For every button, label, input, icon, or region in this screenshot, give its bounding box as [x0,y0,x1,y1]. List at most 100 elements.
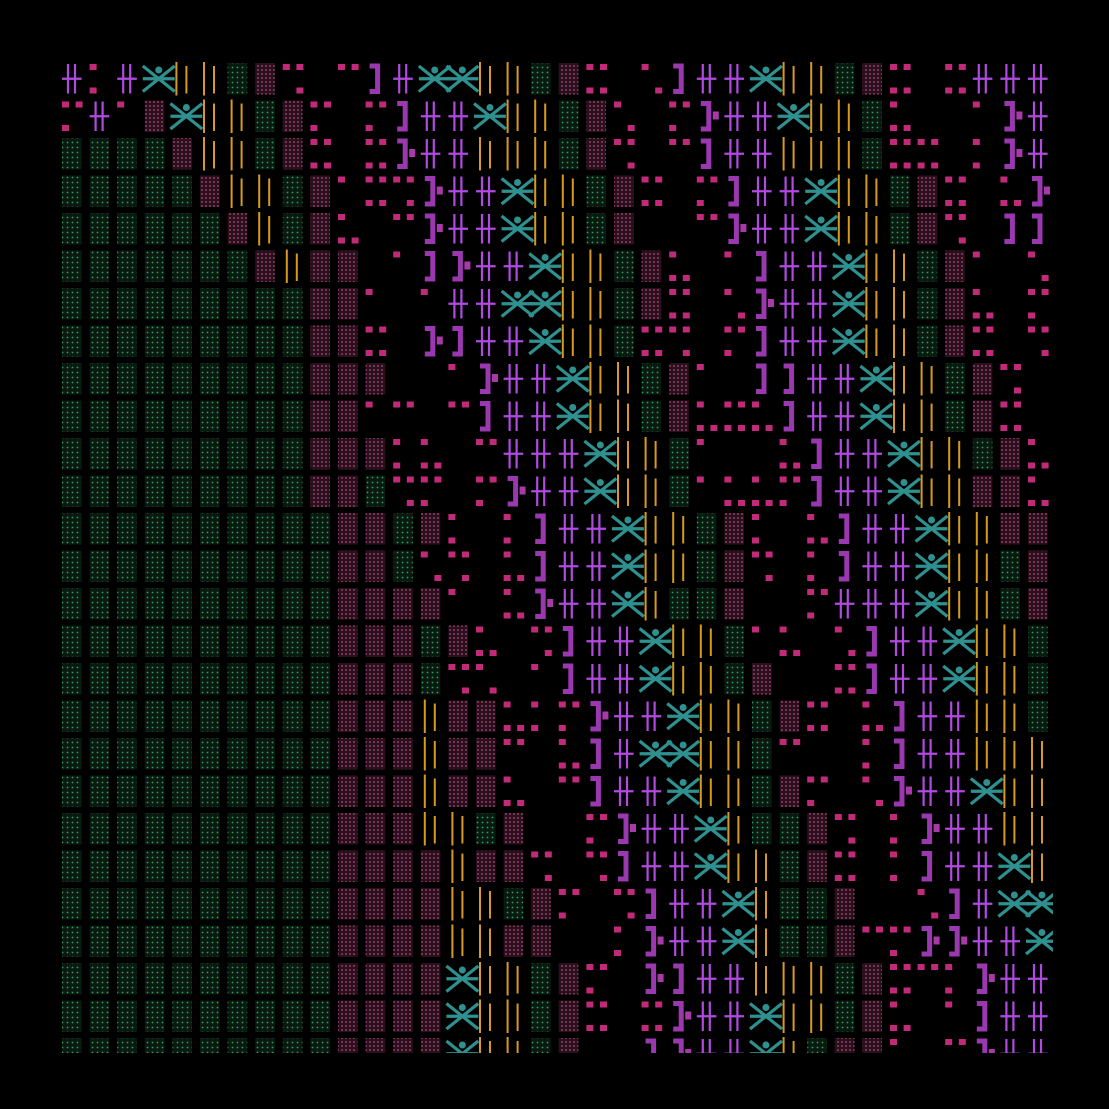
square [972,326,980,333]
star-dot [762,1041,770,1049]
orange-lines [948,587,961,621]
green-dots [144,513,165,545]
pink-dots [724,588,744,620]
bracket [397,101,408,132]
square [807,725,815,731]
star-dot [983,779,991,786]
star [942,664,977,693]
star [914,589,949,618]
square [807,551,815,558]
pink-dots [338,700,358,732]
pink-dots [1028,550,1048,582]
green-dots [724,625,744,657]
orange-lines [782,962,795,996]
green-dots [227,963,248,995]
square [558,889,566,895]
square [310,101,318,108]
pink-dots [282,100,303,132]
green-dots [117,663,137,695]
green-dots [144,475,165,507]
cross [586,514,606,544]
orange-lines [423,774,436,808]
green-dots [89,400,110,432]
star-dot [872,366,880,374]
bracket [866,626,877,657]
bracket [673,1001,684,1032]
bracket [700,138,712,169]
star-dot [762,1004,770,1011]
bracket [618,813,629,844]
green-dots [696,550,717,582]
green-dots [282,1000,303,1032]
orange-lines [810,962,823,996]
bracket [618,851,629,882]
cross [890,626,910,656]
green-dots [172,813,192,845]
square [682,275,690,281]
pink-dots [586,100,606,132]
square [1014,200,1021,206]
cross [890,514,910,544]
cross [834,439,855,469]
green-dots [282,888,303,920]
green-dots [89,288,110,320]
cross [972,64,993,94]
square [379,176,387,183]
green-dots [1000,588,1020,620]
orange-lines [479,924,491,958]
pink-dots [476,850,496,882]
cross [862,439,882,469]
square [641,1025,649,1031]
square [117,101,125,108]
pink-dots [338,663,358,695]
square [696,476,704,483]
bracket [645,926,657,957]
bracket [1004,213,1015,244]
square [436,224,443,232]
square [765,551,773,558]
green-dots [144,138,165,170]
orange-lines [423,699,436,733]
square [503,551,511,558]
star-dot [514,179,522,186]
green-dots [227,513,248,545]
cross [476,176,496,206]
square [988,1049,995,1053]
star [555,402,590,431]
cross [752,101,772,131]
square [696,214,704,220]
square [862,701,870,708]
cross [1000,926,1020,956]
square [62,125,69,131]
square [586,87,594,94]
square [393,439,401,445]
square [945,64,953,70]
cross [862,589,882,619]
green-dots [503,888,524,920]
square [544,650,552,656]
square [779,476,787,483]
square [503,537,511,544]
orange-lines [810,99,823,133]
square [434,575,442,581]
square [820,537,828,544]
pink-dots [1028,513,1048,545]
green-dots [117,475,137,507]
pink-dots [144,100,165,132]
square [1041,326,1049,333]
square [503,612,511,619]
square [669,275,677,281]
green-dots [282,400,303,432]
green-dots [62,663,82,695]
square [462,401,469,408]
green-dots [200,738,220,770]
green-dots [227,738,248,770]
cross [641,776,662,806]
cross [696,964,717,994]
bracket [921,926,933,957]
square [1014,401,1021,408]
orange-lines [782,1037,795,1053]
pink-dots [641,250,662,282]
green-dots [89,625,110,657]
square [1000,176,1008,183]
